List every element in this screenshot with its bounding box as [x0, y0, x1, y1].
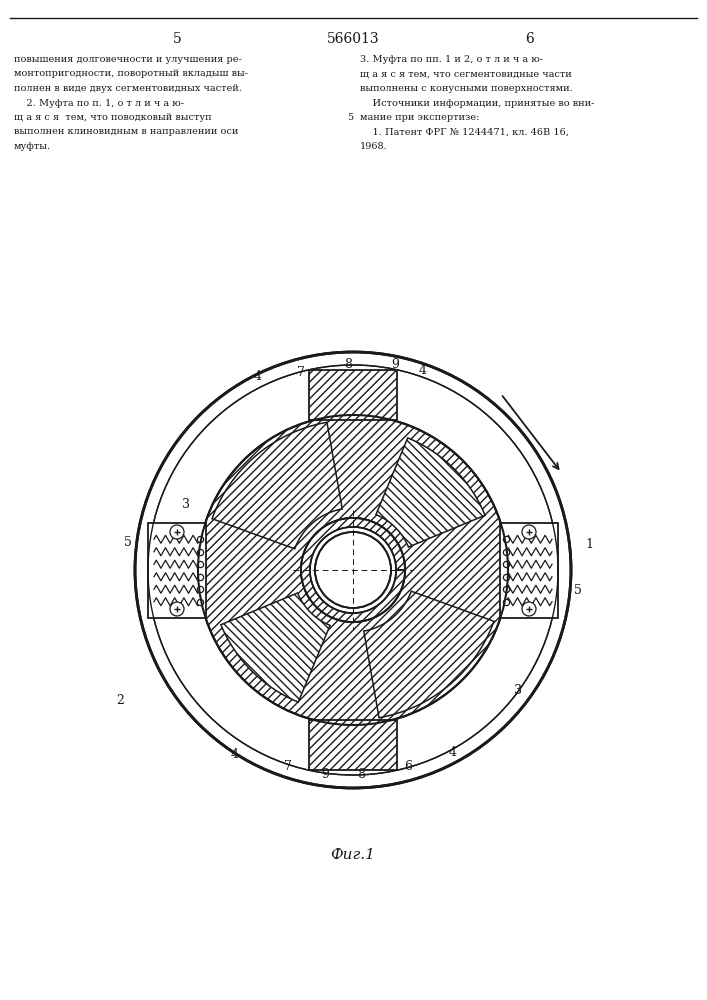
- Text: 3: 3: [514, 684, 522, 696]
- Text: муфты.: муфты.: [14, 142, 51, 151]
- Text: монтопригодности, поворотный вкладыш вы-: монтопригодности, поворотный вкладыш вы-: [14, 70, 248, 79]
- Text: 6: 6: [404, 760, 412, 774]
- Bar: [309, 720, 397, 770]
- Bar: [500, 523, 558, 618]
- Text: 2: 2: [116, 694, 124, 706]
- Polygon shape: [376, 438, 485, 547]
- Text: 5: 5: [574, 584, 582, 596]
- Circle shape: [522, 525, 536, 539]
- Polygon shape: [198, 415, 508, 725]
- Bar: [148, 523, 206, 618]
- Bar: [309, 370, 397, 420]
- Text: 7: 7: [284, 760, 292, 774]
- Text: 4: 4: [231, 748, 239, 762]
- Text: 3. Муфта по пп. 1 и 2, о т л и ч а ю-: 3. Муфта по пп. 1 и 2, о т л и ч а ю-: [360, 55, 543, 64]
- PathPatch shape: [301, 518, 405, 622]
- Text: 9: 9: [321, 768, 329, 782]
- Text: щ а я с я  тем, что поводковый выступ: щ а я с я тем, что поводковый выступ: [14, 113, 211, 122]
- Text: щ а я с я тем, что сегментовидные части: щ а я с я тем, что сегментовидные части: [360, 70, 572, 79]
- Text: 4: 4: [419, 363, 427, 376]
- Text: 1. Патент ФРГ № 1244471, кл. 46В 16,: 1. Патент ФРГ № 1244471, кл. 46В 16,: [360, 127, 569, 136]
- Text: 4: 4: [254, 370, 262, 383]
- Text: Фиг.1: Фиг.1: [331, 848, 375, 862]
- Polygon shape: [221, 593, 330, 702]
- Text: повышения долговечности и улучшения ре-: повышения долговечности и улучшения ре-: [14, 55, 242, 64]
- Text: 8: 8: [357, 768, 365, 782]
- Text: выполнен клиновидным в направлении оси: выполнен клиновидным в направлении оси: [14, 127, 238, 136]
- Bar: [309, 370, 397, 420]
- Text: 6: 6: [525, 32, 534, 46]
- Text: 4: 4: [449, 746, 457, 760]
- Text: 5: 5: [173, 32, 182, 46]
- Circle shape: [315, 532, 391, 608]
- Text: 7: 7: [297, 366, 305, 379]
- Polygon shape: [310, 527, 396, 613]
- Text: 5: 5: [124, 536, 132, 548]
- Text: 8: 8: [344, 359, 352, 371]
- Bar: [309, 720, 397, 770]
- Text: 9: 9: [391, 359, 399, 371]
- Text: 2. Муфта по п. 1, о т л и ч а ю-: 2. Муфта по п. 1, о т л и ч а ю-: [14, 99, 184, 107]
- Text: 5: 5: [347, 113, 353, 122]
- Circle shape: [170, 525, 184, 539]
- Text: мание при экспертизе:: мание при экспертизе:: [360, 113, 479, 122]
- Circle shape: [170, 602, 184, 616]
- Text: 1: 1: [585, 538, 593, 552]
- Polygon shape: [364, 591, 494, 718]
- Text: выполнены с конусными поверхностями.: выполнены с конусными поверхностями.: [360, 84, 573, 93]
- Text: полнен в виде двух сегментовидных частей.: полнен в виде двух сегментовидных частей…: [14, 84, 242, 93]
- Text: 3: 3: [182, 498, 190, 512]
- Circle shape: [522, 602, 536, 616]
- Circle shape: [135, 352, 571, 788]
- Text: 1968.: 1968.: [360, 142, 387, 151]
- Polygon shape: [212, 422, 342, 549]
- Polygon shape: [301, 518, 405, 622]
- Text: 566013: 566013: [327, 32, 380, 46]
- Text: Источники информации, принятые во вни-: Источники информации, принятые во вни-: [360, 99, 595, 107]
